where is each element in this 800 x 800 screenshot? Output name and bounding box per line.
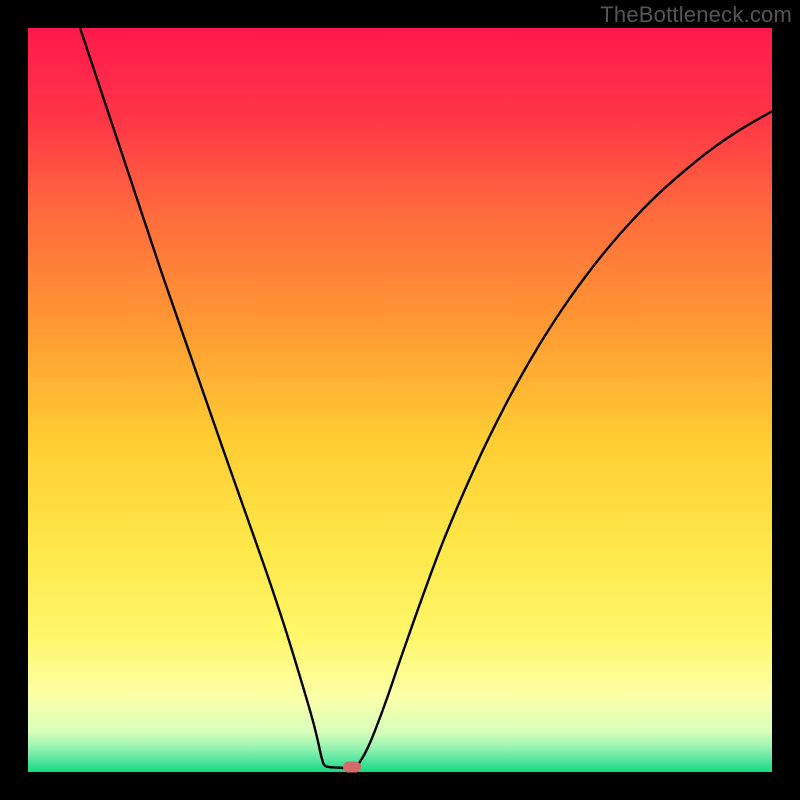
watermark-text: TheBottleneck.com [600, 2, 792, 28]
minimum-marker [343, 761, 361, 772]
plot-gradient-background [28, 28, 772, 772]
